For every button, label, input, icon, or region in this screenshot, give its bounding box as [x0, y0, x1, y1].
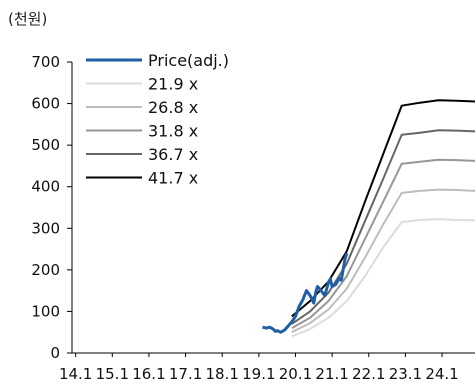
x-tick-label: 18.1: [206, 365, 239, 383]
legend-label: 36.7 x: [148, 145, 198, 164]
unit-label: (천원): [8, 10, 48, 28]
y-tick-label: 300: [31, 219, 60, 237]
band-line-1: [291, 218, 475, 338]
band-line-5: [291, 99, 475, 318]
x-tick-label: 16.1: [132, 365, 165, 383]
x-tick-label: 14.1: [59, 365, 92, 383]
y-tick-label: 100: [31, 302, 60, 320]
price-line: [262, 252, 349, 334]
legend-label: 41.7 x: [148, 169, 198, 188]
y-tick-label: 200: [31, 261, 60, 279]
x-tick-label: 22.1: [352, 365, 385, 383]
price-series-line: [262, 252, 349, 334]
y-tick-label: 600: [31, 95, 60, 113]
x-tick-label: 19.1: [242, 365, 275, 383]
axes: 0 100 200 300 400 500 600 700 14.1 15.1 16.1 17.1 18…: [31, 53, 475, 383]
legend-label: 26.8 x: [148, 98, 198, 117]
band-line-3: [291, 158, 475, 329]
y-tick-label: 500: [31, 136, 60, 154]
legend-label: 31.8 x: [148, 122, 198, 141]
legend-label: 21.9 x: [148, 75, 198, 94]
x-tick-label: 23.1: [389, 365, 422, 383]
x-tick-label: 21.1: [315, 365, 348, 383]
legend: Price(adj.) 21.9 x 26.8 x 31.8 x 36.7 x 41.7 …: [86, 51, 229, 188]
x-tick-label: 15.1: [96, 365, 129, 383]
y-tick-label: 400: [31, 178, 60, 196]
band-lines: [291, 99, 475, 338]
band-line-4: [291, 129, 475, 325]
band-line-2: [291, 188, 475, 334]
legend-label: Price(adj.): [148, 51, 229, 70]
x-tick-label: 17.1: [169, 365, 202, 383]
y-tick-label: 700: [31, 53, 60, 71]
x-tick-label: 24.1: [425, 365, 458, 383]
x-tick-label: 20.1: [279, 365, 312, 383]
y-tick-label: 0: [50, 344, 60, 362]
